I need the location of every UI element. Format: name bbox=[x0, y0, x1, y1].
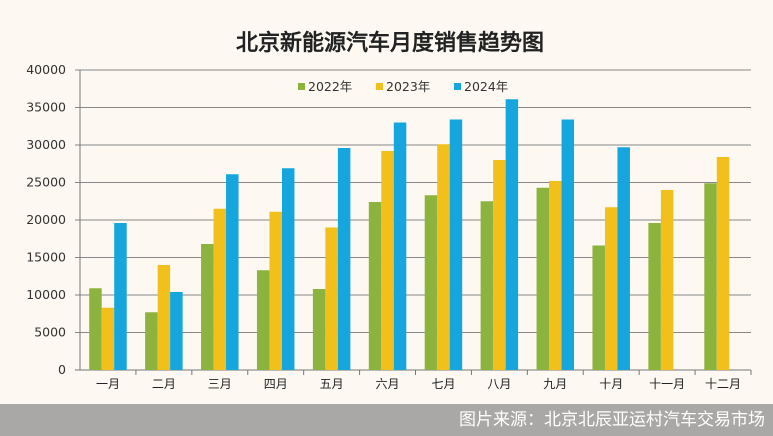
x-tick-label: 四月 bbox=[264, 377, 288, 391]
bar-2023年-三月 bbox=[213, 208, 227, 370]
bar-2024年-六月 bbox=[393, 122, 407, 370]
x-tick-label: 十月 bbox=[599, 377, 623, 391]
x-tick-label: 七月 bbox=[431, 377, 455, 391]
x-tick-label: 一月 bbox=[96, 377, 120, 391]
y-tick-label: 15000 bbox=[26, 250, 66, 265]
bar-2023年-十二月 bbox=[716, 157, 730, 370]
x-tick-label: 十二月 bbox=[705, 377, 741, 391]
legend-swatch bbox=[376, 83, 383, 90]
y-tick-label: 30000 bbox=[26, 137, 66, 152]
x-tick-label: 十一月 bbox=[649, 377, 685, 391]
bar-2024年-九月 bbox=[561, 119, 575, 370]
bar-2024年-三月 bbox=[226, 174, 239, 370]
bar-2022年-十一月 bbox=[648, 223, 661, 370]
bar-2023年-十一月 bbox=[660, 190, 674, 370]
x-tick-label: 八月 bbox=[487, 377, 511, 391]
bar-2022年-九月 bbox=[536, 187, 550, 370]
y-tick-label: 20000 bbox=[26, 212, 66, 227]
bar-2023年-七月 bbox=[437, 144, 450, 370]
y-tick-label: 5000 bbox=[34, 325, 66, 340]
legend-swatch bbox=[454, 83, 461, 90]
bar-2024年-五月 bbox=[337, 148, 351, 370]
bar-2024年-四月 bbox=[281, 168, 295, 370]
x-tick-label: 五月 bbox=[320, 377, 344, 391]
y-tick-label: 25000 bbox=[26, 175, 66, 190]
bar-2023年-四月 bbox=[269, 211, 282, 370]
bar-2022年-六月 bbox=[368, 202, 382, 370]
bar-2022年-一月 bbox=[89, 288, 102, 370]
bar-2022年-三月 bbox=[201, 244, 214, 370]
legend-label: 2023年 bbox=[386, 79, 430, 94]
legend-label: 2022年 bbox=[308, 79, 352, 94]
bar-2024年-七月 bbox=[449, 119, 463, 370]
y-tick-label: 10000 bbox=[26, 287, 66, 302]
y-tick-label: 0 bbox=[58, 362, 66, 377]
bar-2023年-十月 bbox=[604, 207, 618, 370]
x-tick-label: 九月 bbox=[543, 377, 567, 391]
bar-2022年-七月 bbox=[424, 195, 438, 370]
bar-2024年-二月 bbox=[170, 292, 183, 370]
bar-2022年-二月 bbox=[145, 312, 158, 370]
bar-2023年-六月 bbox=[381, 151, 394, 370]
y-tick-label: 35000 bbox=[26, 100, 66, 115]
x-tick-label: 三月 bbox=[208, 377, 232, 391]
bar-2023年-二月 bbox=[157, 265, 171, 370]
bar-2022年-五月 bbox=[312, 289, 326, 370]
legend-label: 2024年 bbox=[464, 79, 508, 94]
bar-2024年-十月 bbox=[617, 147, 630, 370]
bar-2022年-八月 bbox=[480, 201, 494, 370]
bar-2023年-一月 bbox=[101, 307, 115, 370]
bar-2023年-八月 bbox=[493, 160, 506, 370]
bar-2024年-八月 bbox=[505, 99, 519, 370]
source-watermark-bar bbox=[0, 404, 773, 436]
legend-swatch bbox=[298, 83, 305, 90]
chart-title: 北京新能源汽车月度销售趋势图 bbox=[236, 30, 544, 56]
source-caption: 图片来源：北京北辰亚运村汽车交易市场 bbox=[459, 410, 765, 430]
bar-2022年-十月 bbox=[592, 245, 605, 370]
bar-2022年-十二月 bbox=[704, 183, 717, 370]
bar-2023年-五月 bbox=[325, 227, 338, 370]
bar-2023年-九月 bbox=[549, 181, 562, 370]
x-tick-label: 二月 bbox=[152, 377, 176, 391]
x-tick-label: 六月 bbox=[376, 377, 400, 391]
bar-2024年-一月 bbox=[114, 223, 127, 370]
y-tick-label: 40000 bbox=[26, 62, 66, 77]
bar-2022年-四月 bbox=[256, 270, 270, 370]
